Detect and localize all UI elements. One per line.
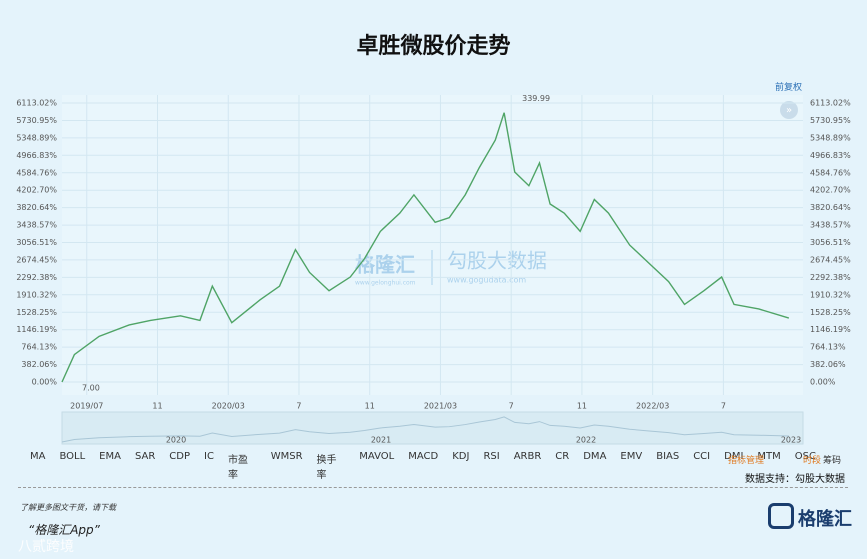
divider xyxy=(18,487,848,488)
indicator-tab[interactable]: 换手率 xyxy=(316,455,337,481)
navigator-label: 2023 xyxy=(781,436,801,445)
indicator-tab[interactable]: SAR xyxy=(134,451,156,462)
x-tick-label: 2019/07 xyxy=(70,402,103,411)
y-tick-label-right: 3820.64% xyxy=(810,203,851,212)
indicator-tab[interactable]: ARBR xyxy=(513,451,542,462)
corner-watermark: 八贰跨境 xyxy=(18,539,74,555)
y-tick-label-right: 4584.76% xyxy=(810,168,851,177)
y-tick-label: 1910.32% xyxy=(16,290,57,299)
navigator-label: 2020 xyxy=(166,436,186,445)
y-tick-label-right: 4966.83% xyxy=(810,151,851,160)
y-tick-label-right: 764.13% xyxy=(810,343,846,352)
indicator-tab[interactable]: EMA xyxy=(99,451,121,462)
y-tick-label: 764.13% xyxy=(21,343,57,352)
x-tick-label: 2020/03 xyxy=(212,402,245,411)
y-tick-label-right: 1528.25% xyxy=(810,308,851,317)
indicator-tab[interactable]: MTM xyxy=(757,451,781,462)
indicator-tab[interactable]: EMV xyxy=(620,451,643,462)
indicator-manage[interactable]: 指标管理 xyxy=(728,456,765,466)
y-tick-label: 4966.83% xyxy=(16,151,57,160)
indicator-tab[interactable]: CDP xyxy=(169,451,191,462)
navigator-line xyxy=(61,416,789,443)
max-label: 339.99 xyxy=(522,94,550,103)
promo-app: “格隆汇App” xyxy=(28,523,100,537)
price-line xyxy=(61,112,790,383)
indicator-tab[interactable]: RSI xyxy=(483,451,500,462)
y-tick-label-right: 5730.95% xyxy=(810,116,851,125)
indicator-tab[interactable]: CR xyxy=(555,451,570,462)
y-tick-label: 1146.19% xyxy=(16,325,57,334)
indicator-tab[interactable]: MA xyxy=(30,451,46,462)
y-tick-label-right: 4202.70% xyxy=(810,186,851,195)
y-tick-label: 5348.89% xyxy=(16,133,57,142)
indicator-tab[interactable]: OSC xyxy=(794,451,816,462)
watermark-url: www.gogudata.com xyxy=(447,276,526,285)
logo-icon xyxy=(768,503,794,529)
watermark-brand: 格隆汇 xyxy=(355,253,415,277)
y-tick-label-right: 382.06% xyxy=(810,360,846,369)
x-tick-label: 2021/03 xyxy=(424,402,457,411)
adjust-toggle[interactable]: 前复权 xyxy=(775,83,803,93)
period-tab[interactable]: 时段 xyxy=(803,456,822,466)
chart: » 格隆汇 www.gelonghui.com 勾股大数据 www.goguda… xyxy=(16,94,851,445)
indicator-tab[interactable]: MACD xyxy=(408,451,439,462)
y-tick-label-right: 3438.57% xyxy=(810,221,851,230)
watermark-site: www.gelonghui.com xyxy=(355,280,416,287)
indicator-tab[interactable]: BIAS xyxy=(656,451,680,462)
navigator[interactable] xyxy=(61,411,804,445)
x-tick-label: 11 xyxy=(152,402,162,411)
x-tick-label: 11 xyxy=(577,402,587,411)
y-tick-label: 3438.57% xyxy=(16,221,57,230)
x-tick-label: 7 xyxy=(509,402,514,411)
indicator-tab[interactable]: WMSR xyxy=(270,451,303,462)
y-tick-label-right: 1910.32% xyxy=(810,290,851,299)
y-tick-label: 6113.02% xyxy=(16,99,57,108)
page-title: 卓胜微股价走势 xyxy=(356,34,511,59)
navigator-label: 2021 xyxy=(371,436,391,445)
navigator-label: 2022 xyxy=(576,436,596,445)
x-tick-label: 11 xyxy=(365,402,375,411)
y-tick-label: 0.00% xyxy=(32,378,58,387)
y-tick-label-right: 2674.45% xyxy=(810,255,851,264)
watermark-text: 勾股大数据 xyxy=(447,249,547,273)
indicator-tab[interactable]: KDJ xyxy=(452,451,470,462)
y-tick-label: 4202.70% xyxy=(16,186,57,195)
indicator-tabs: MA BOLL EMA SAR CDP IC 市盈率 WMSR 换手率 MAVOL MACD KDJ R… xyxy=(30,451,830,481)
logo-text: 格隆汇 xyxy=(798,509,852,530)
y-tick-label-right: 6113.02% xyxy=(810,99,851,108)
expand-icon: » xyxy=(786,105,792,116)
watermark: 格隆汇 www.gelonghui.com 勾股大数据 www.gogudata… xyxy=(355,249,547,287)
y-tick-label: 3056.51% xyxy=(16,238,57,247)
y-tick-label-right: 0.00% xyxy=(810,378,836,387)
promo-text: 了解更多图文干货，请下载 xyxy=(20,503,116,512)
y-tick-label: 2674.45% xyxy=(16,255,57,264)
y-tick-label: 5730.95% xyxy=(16,116,57,125)
indicator-tab[interactable]: DMI xyxy=(724,451,744,462)
indicator-tab[interactable]: DMA xyxy=(583,451,607,462)
y-tick-label-right: 5348.89% xyxy=(810,133,851,142)
plot-area xyxy=(62,95,803,395)
y-tick-label: 1528.25% xyxy=(16,308,57,317)
indicator-tab[interactable]: MAVOL xyxy=(359,451,395,462)
y-tick-label: 382.06% xyxy=(21,360,57,369)
expand-button[interactable] xyxy=(780,101,798,119)
y-tick-label-right: 3056.51% xyxy=(810,238,851,247)
x-tick-label: 2022/03 xyxy=(636,402,669,411)
x-tick-label: 7 xyxy=(721,402,726,411)
y-tick-label-right: 1146.19% xyxy=(810,325,851,334)
y-tick-label: 3820.64% xyxy=(16,203,57,212)
chips-tab[interactable]: 筹码 xyxy=(823,456,842,466)
x-tick-label: 7 xyxy=(296,402,301,411)
indicator-tab[interactable]: 市盈率 xyxy=(227,455,248,481)
indicator-tab[interactable]: IC xyxy=(204,451,214,462)
y-tick-label-right: 2292.38% xyxy=(810,273,851,282)
y-tick-label: 4584.76% xyxy=(16,168,57,177)
y-tick-label: 2292.38% xyxy=(16,273,57,282)
min-label: 7.00 xyxy=(82,384,100,393)
data-source: 数据支持：勾股大数据 xyxy=(745,474,845,485)
indicator-tab[interactable]: CCI xyxy=(693,451,711,462)
indicator-tab[interactable]: BOLL xyxy=(59,451,86,462)
